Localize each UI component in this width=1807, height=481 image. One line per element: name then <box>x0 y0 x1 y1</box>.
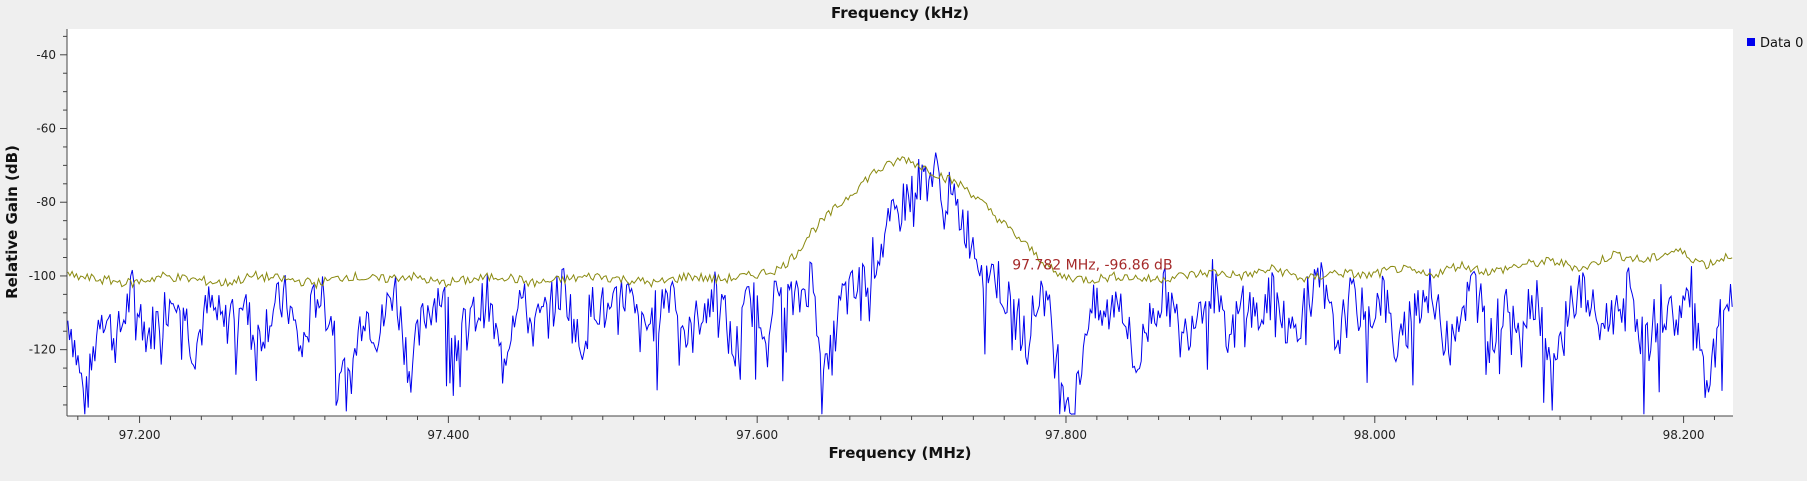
series-layer <box>67 152 1733 415</box>
x-tick-label: 97.600 <box>736 428 778 442</box>
chart-title: Frequency (kHz) <box>831 4 969 22</box>
x-axis-title: Frequency (MHz) <box>829 444 972 462</box>
x-tick-label: 97.200 <box>119 428 161 442</box>
y-tick-label: -120 <box>29 343 56 357</box>
y-tick-label: -60 <box>36 122 56 136</box>
y-axis-ticks: -40 -60 -80 -100 -120 <box>29 35 67 406</box>
x-tick-label: 98.200 <box>1663 428 1705 442</box>
y-tick-label: -80 <box>36 195 56 209</box>
legend-label-data-0: Data 0 <box>1760 36 1803 51</box>
x-tick-label: 97.400 <box>427 428 469 442</box>
series-max-hold-line <box>67 156 1733 290</box>
y-axis-title: Relative Gain (dB) <box>3 145 21 299</box>
x-tick-label: 98.000 <box>1354 428 1396 442</box>
legend-swatch-data-0 <box>1747 38 1755 46</box>
y-tick-label: -40 <box>36 48 56 62</box>
annotation-layer: 97.782 MHz, -96.86 dB <box>1012 257 1172 273</box>
y-tick-label: -100 <box>29 269 56 283</box>
series-data-0-line <box>67 152 1733 415</box>
marker-readout: 97.782 MHz, -96.86 dB <box>1012 257 1172 273</box>
x-axis-ticks: 97.200 97.400 97.600 97.800 98.000 98.200 <box>77 416 1715 442</box>
legend[interactable]: Data 0 <box>1747 36 1803 51</box>
x-tick-label: 97.800 <box>1045 428 1087 442</box>
plot-canvas[interactable] <box>67 29 1733 416</box>
